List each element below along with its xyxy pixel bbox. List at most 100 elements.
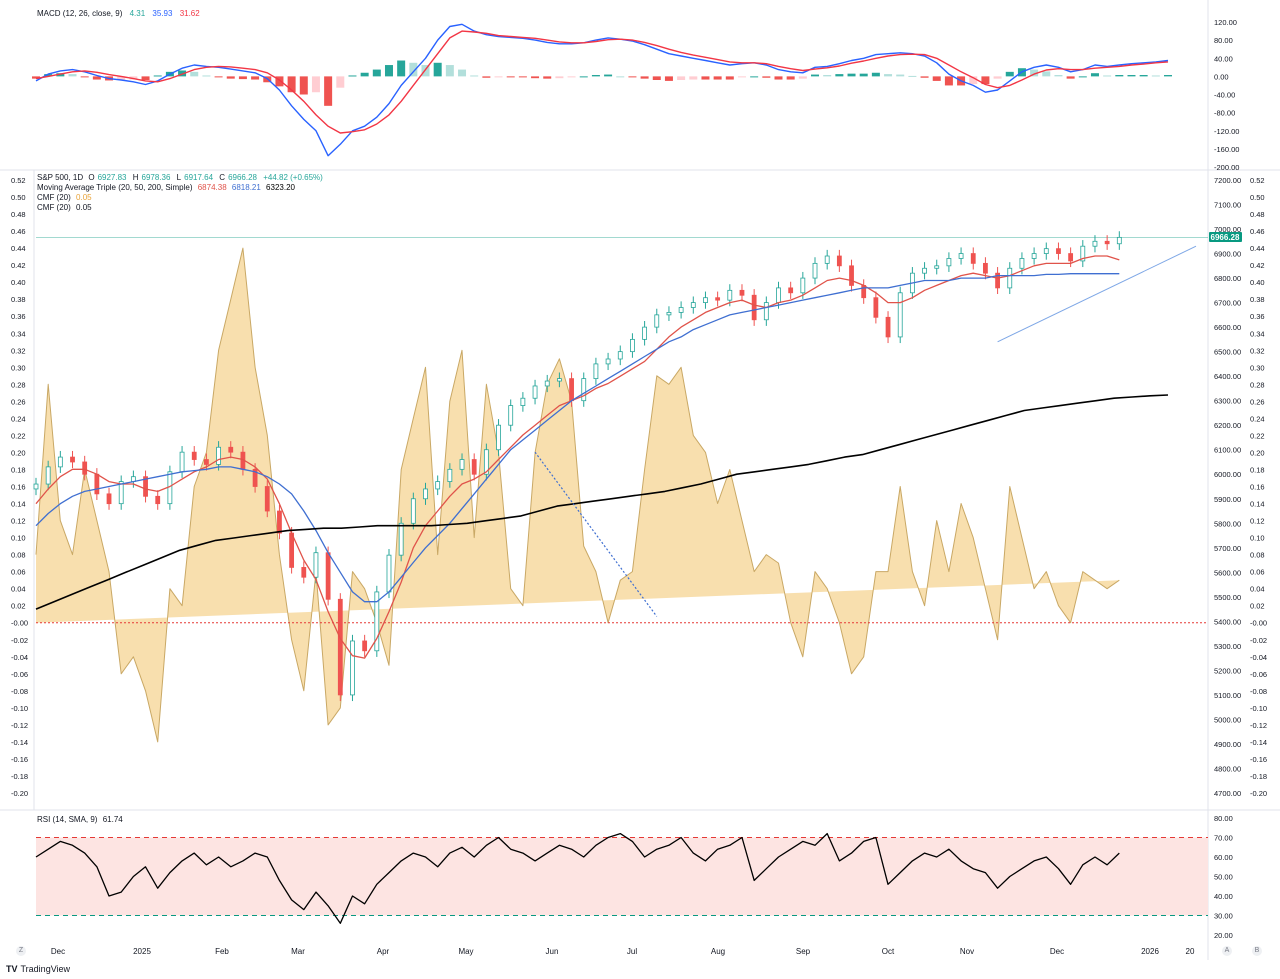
candle-body	[1092, 240, 1098, 247]
candle-body	[362, 640, 368, 652]
candle-body	[1031, 253, 1037, 259]
candle-body	[57, 456, 63, 468]
time-tick-label: Oct	[882, 947, 895, 956]
price-tick-label: 6900.00	[1214, 250, 1241, 259]
candle-body	[289, 532, 295, 568]
macd-histogram-bar	[1115, 75, 1124, 77]
macd-histogram-bar	[1151, 75, 1160, 77]
cmf-tick-label: 0.48	[1250, 210, 1265, 219]
macd-tick-label: -160.00	[1214, 145, 1239, 154]
macd-histogram-bar	[628, 76, 637, 78]
macd-histogram-bar	[981, 76, 990, 85]
rsi-pane[interactable]	[35, 832, 1208, 924]
scale-mode-button[interactable]: B	[1252, 946, 1262, 956]
macd-histogram-bar	[762, 76, 771, 78]
candle-body	[849, 265, 854, 286]
candle-body	[946, 258, 952, 267]
macd-legend[interactable]: MACD (12, 26, close, 9) 4.31 35.93 31.62	[37, 9, 203, 19]
cmf-tick-label: 0.02	[1250, 602, 1265, 611]
macd-histogram-bar	[555, 76, 564, 79]
candle-body	[678, 307, 684, 313]
price-tick-label: 4900.00	[1214, 740, 1241, 749]
cmf-tick-label: 0.08	[11, 551, 26, 560]
macd-histogram-bar	[433, 62, 442, 77]
brand-label: TradingView	[20, 964, 71, 974]
candle-body	[325, 552, 331, 600]
price-pane[interactable]	[33, 0, 1208, 743]
candle-body	[1104, 240, 1110, 245]
footer-brand[interactable]: TV TradingView	[6, 964, 70, 974]
ma50-value: 6818.21	[231, 183, 261, 192]
cmf-row-1: CMF (20) 0.05	[37, 193, 326, 203]
macd-histogram-bar	[409, 62, 418, 77]
candle-body	[179, 451, 185, 473]
last-price-label: 6966.28	[1211, 233, 1240, 242]
rsi-legend[interactable]: RSI (14, SMA, 9) 61.74	[37, 815, 126, 825]
macd-histogram-bar	[311, 76, 320, 93]
tv-logo-icon: TV	[6, 964, 18, 974]
cmf-tick-label: 0.38	[1250, 295, 1265, 304]
price-tick-label: 7200.00	[1214, 176, 1241, 185]
cmf-label[interactable]: CMF (20)	[37, 193, 71, 202]
candle-body	[118, 481, 124, 505]
macd-histogram-bar	[117, 76, 126, 80]
price-tick-label: 6500.00	[1214, 348, 1241, 357]
macd-histogram-bar	[1127, 75, 1136, 77]
macd-pane[interactable]	[32, 23, 1172, 157]
macd-histogram-bar	[92, 76, 101, 80]
cmf-tick-label: 0.50	[11, 193, 26, 202]
macd-histogram-bar	[798, 76, 807, 79]
candle-body	[703, 297, 708, 304]
candle-body	[45, 466, 51, 485]
candle-body	[569, 378, 574, 402]
price-tick-label: 5600.00	[1214, 568, 1241, 577]
candle-body	[763, 302, 769, 321]
candle-body	[264, 486, 270, 512]
cmf-tick-label: 0.52	[1250, 176, 1265, 185]
macd-histogram-bar	[360, 72, 369, 77]
price-tick-label: 5200.00	[1214, 666, 1241, 675]
cmf-label[interactable]: CMF (20)	[37, 203, 71, 212]
rsi-line	[35, 832, 1120, 924]
price-tick-label: 4800.00	[1214, 764, 1241, 773]
macd-histogram-bar	[141, 76, 150, 80]
cmf-tick-label: 0.28	[11, 380, 26, 389]
candle-body	[337, 598, 343, 696]
time-tick-label: Feb	[215, 947, 229, 956]
macd-histogram-bar	[214, 76, 223, 78]
ma50-line	[35, 273, 1120, 603]
auto-scale-button[interactable]: A	[1222, 946, 1232, 956]
macd-histogram-bar	[884, 74, 893, 77]
timezone-button[interactable]: Z	[16, 946, 26, 956]
candle-body	[1068, 253, 1074, 262]
candle-body	[751, 294, 757, 321]
ma-row: Moving Average Triple (20, 50, 200, Simp…	[37, 183, 326, 193]
cmf-tick-label: -0.00	[11, 619, 28, 628]
ma-label[interactable]: Moving Average Triple (20, 50, 200, Simp…	[37, 183, 193, 192]
macd-histogram-bar	[835, 74, 844, 77]
candle-body	[301, 567, 307, 578]
macd-histogram-bar	[604, 74, 613, 77]
macd-histogram-bar	[969, 76, 978, 85]
candle-body	[82, 461, 88, 475]
time-tick-label: 20	[1186, 947, 1195, 956]
macd-signal-line	[35, 30, 1169, 134]
cmf-tick-label: -0.04	[11, 653, 28, 662]
macd-histogram-bar	[470, 75, 479, 77]
cmf-tick-label: -0.14	[1250, 738, 1267, 747]
cmf-tick-label: 0.06	[11, 568, 26, 577]
symbol-label[interactable]: S&P 500, 1D	[37, 173, 84, 182]
candle-body	[654, 314, 660, 328]
cmf-tick-label: 0.42	[1250, 261, 1265, 270]
close-label: C	[219, 173, 226, 182]
main-legend[interactable]: S&P 500, 1D O 6927.83 H 6978.36 L 6917.64 C…	[37, 173, 326, 213]
cmf-tick-label: -0.04	[1250, 653, 1267, 662]
cmf-tick-label: -0.10	[11, 704, 28, 713]
cmf-tick-label: 0.18	[1250, 465, 1265, 474]
macd-tick-label: -200.00	[1214, 163, 1239, 172]
price-tick-label: 6700.00	[1214, 299, 1241, 308]
macd-legend-label: MACD (12, 26, close, 9)	[37, 9, 123, 18]
candle-body	[313, 552, 319, 578]
cmf-tick-label: 0.30	[11, 363, 26, 372]
cmf-tick-label: 0.24	[11, 414, 26, 423]
